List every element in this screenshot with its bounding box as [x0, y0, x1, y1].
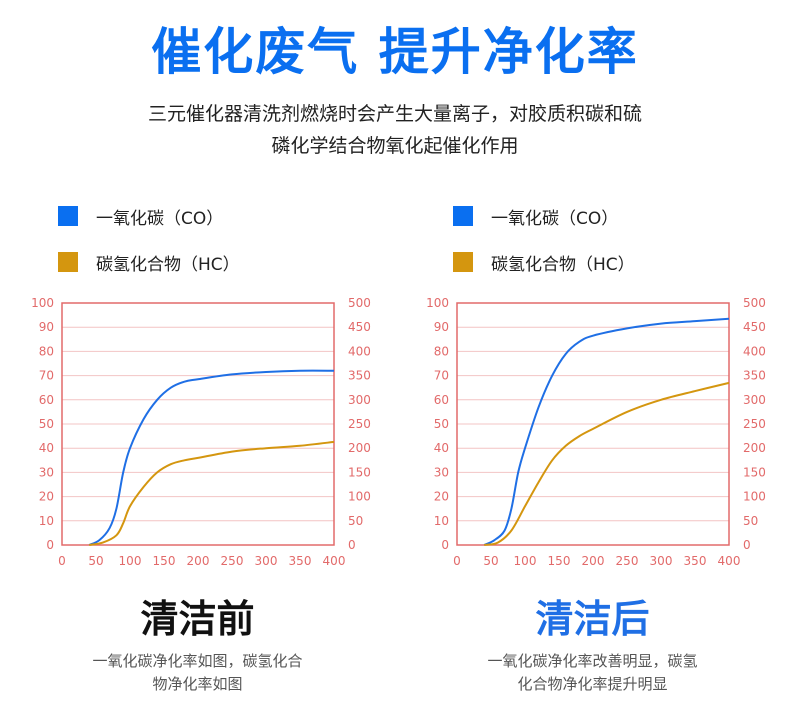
legend-item-co: 一氧化碳（CO）	[453, 205, 635, 229]
x-tick-label: 250	[221, 554, 244, 568]
y-left-tick-label: 100	[426, 296, 449, 310]
blue-square-icon	[58, 206, 78, 226]
legend-item-hc: 碳氢化合物（HC）	[453, 251, 635, 275]
y-left-tick-label: 100	[31, 296, 54, 310]
legend-label-co: 一氧化碳（CO）	[491, 208, 619, 229]
chart-after: 0 10 20 30 40 50 60 70 80 90 100 0 50 100 150 200 250 300…	[426, 296, 766, 568]
y-right-tick-label: 400	[743, 344, 766, 358]
y-right-tick-label: 300	[348, 393, 371, 407]
y-right-tick-label: 150	[348, 465, 371, 479]
panel-title-before: 清洁前	[140, 597, 255, 641]
x-tick-label: 200	[582, 554, 605, 568]
y-left-tick-label: 0	[441, 538, 449, 552]
x-tick-label: 0	[453, 554, 461, 568]
y-right-tick-label: 200	[743, 441, 766, 455]
y-right-tick-label: 100	[348, 490, 371, 504]
y-right-tick-label: 0	[743, 538, 751, 552]
y-right-tick-label: 350	[743, 369, 766, 383]
y-right-tick-label: 200	[348, 441, 371, 455]
blue-square-icon	[453, 206, 473, 226]
plot-frame	[61, 302, 335, 546]
panel-desc-before: 一氧化碳净化率如图，碳氢化合 物净化率如图	[65, 650, 330, 696]
y-right-tick-label: 250	[743, 417, 766, 431]
y-left-tick-label: 80	[39, 344, 54, 358]
y-right-tick-label: 300	[743, 393, 766, 407]
gold-square-icon	[453, 252, 473, 272]
y-left-tick-label: 40	[39, 441, 54, 455]
y-right-tick-label: 250	[348, 417, 371, 431]
co-series-line	[88, 369, 335, 546]
legend: 一氧化碳（CO） 碳氢化合物（HC）	[453, 205, 635, 297]
headline: 催化废气 提升净化率	[151, 23, 639, 81]
legend-item-hc: 碳氢化合物（HC）	[58, 251, 240, 275]
subtitle-line-1: 三元催化器清洗剂燃烧时会产生大量离子，对胶质积碳和硫	[147, 103, 642, 125]
x-tick-label: 100	[514, 554, 537, 568]
y-right-tick-label: 350	[348, 369, 371, 383]
gold-square-icon	[58, 252, 78, 272]
y-left-tick-label: 30	[434, 465, 449, 479]
y-left-tick-label: 40	[434, 441, 449, 455]
y-right-tick-label: 150	[743, 465, 766, 479]
y-left-tick-label: 70	[39, 369, 54, 383]
chart-before: 0 10 20 30 40 50 60 70 80 90 100 0 50 100 150 200 250 300…	[31, 296, 371, 568]
legend-label-hc: 碳氢化合物（HC）	[96, 254, 240, 275]
x-tick-label: 300	[255, 554, 278, 568]
co-series-line	[483, 317, 730, 546]
y-left-tick-label: 10	[434, 514, 449, 528]
y-left-tick-label: 80	[434, 344, 449, 358]
legend-item-co: 一氧化碳（CO）	[58, 205, 240, 229]
y-left-tick-label: 60	[39, 393, 54, 407]
x-tick-label: 150	[153, 554, 176, 568]
subtitle: 三元催化器清洗剂燃烧时会产生大量离子，对胶质积碳和硫 磷化学结合物氧化起催化作用	[95, 98, 695, 162]
legend-label-hc: 碳氢化合物（HC）	[491, 254, 635, 275]
subtitle-line-2: 磷化学结合物氧化起催化作用	[271, 135, 519, 157]
y-left-tick-label: 90	[39, 320, 54, 334]
hc-series-line	[484, 381, 730, 546]
x-tick-label: 350	[684, 554, 707, 568]
x-tick-label: 300	[650, 554, 673, 568]
y-left-tick-label: 30	[39, 465, 54, 479]
y-left-tick-label: 90	[434, 320, 449, 334]
legend: 一氧化碳（CO） 碳氢化合物（HC）	[58, 205, 240, 297]
panel-before: 一氧化碳（CO） 碳氢化合物（HC） 0 10 20 30 40 50 60 70 80 90 10…	[0, 195, 395, 722]
x-tick-label: 250	[616, 554, 639, 568]
x-tick-label: 200	[187, 554, 210, 568]
x-tick-label: 400	[718, 554, 741, 568]
x-tick-label: 150	[548, 554, 571, 568]
plot-frame	[456, 302, 730, 546]
panel-desc-line-1: 一氧化碳净化率改善明显，碳氢	[487, 652, 698, 670]
y-left-tick-label: 70	[434, 369, 449, 383]
y-left-tick-label: 20	[39, 490, 54, 504]
panel-desc-line-2: 物净化率如图	[152, 675, 243, 693]
y-right-tick-label: 450	[348, 320, 371, 334]
y-right-tick-label: 0	[348, 538, 356, 552]
x-tick-label: 100	[119, 554, 142, 568]
panel-desc-line-1: 一氧化碳净化率如图，碳氢化合	[92, 652, 303, 670]
y-left-tick-label: 50	[39, 417, 54, 431]
panel-title-after: 清洁后	[535, 597, 650, 641]
x-tick-label: 350	[289, 554, 312, 568]
y-right-tick-label: 500	[743, 296, 766, 310]
y-left-tick-label: 0	[46, 538, 54, 552]
y-right-tick-label: 500	[348, 296, 371, 310]
y-right-tick-label: 100	[743, 490, 766, 504]
y-left-tick-label: 10	[39, 514, 54, 528]
y-right-tick-label: 450	[743, 320, 766, 334]
panel-desc-line-2: 化合物净化率提升明显	[517, 675, 668, 693]
legend-label-co: 一氧化碳（CO）	[96, 208, 224, 229]
y-right-tick-label: 50	[743, 514, 758, 528]
y-right-tick-label: 50	[348, 514, 363, 528]
y-left-tick-label: 60	[434, 393, 449, 407]
y-right-tick-label: 400	[348, 344, 371, 358]
x-tick-label: 400	[323, 554, 346, 568]
hc-series-line	[89, 440, 335, 546]
x-tick-label: 0	[58, 554, 66, 568]
x-tick-label: 50	[483, 554, 498, 568]
panel-desc-after: 一氧化碳净化率改善明显，碳氢 化合物净化率提升明显	[460, 650, 725, 696]
y-left-tick-label: 20	[434, 490, 449, 504]
x-tick-label: 50	[88, 554, 103, 568]
y-left-tick-label: 50	[434, 417, 449, 431]
panel-after: 一氧化碳（CO） 碳氢化合物（HC） 0 10 20 30 40 50 60 70 80 90 10…	[395, 195, 790, 722]
